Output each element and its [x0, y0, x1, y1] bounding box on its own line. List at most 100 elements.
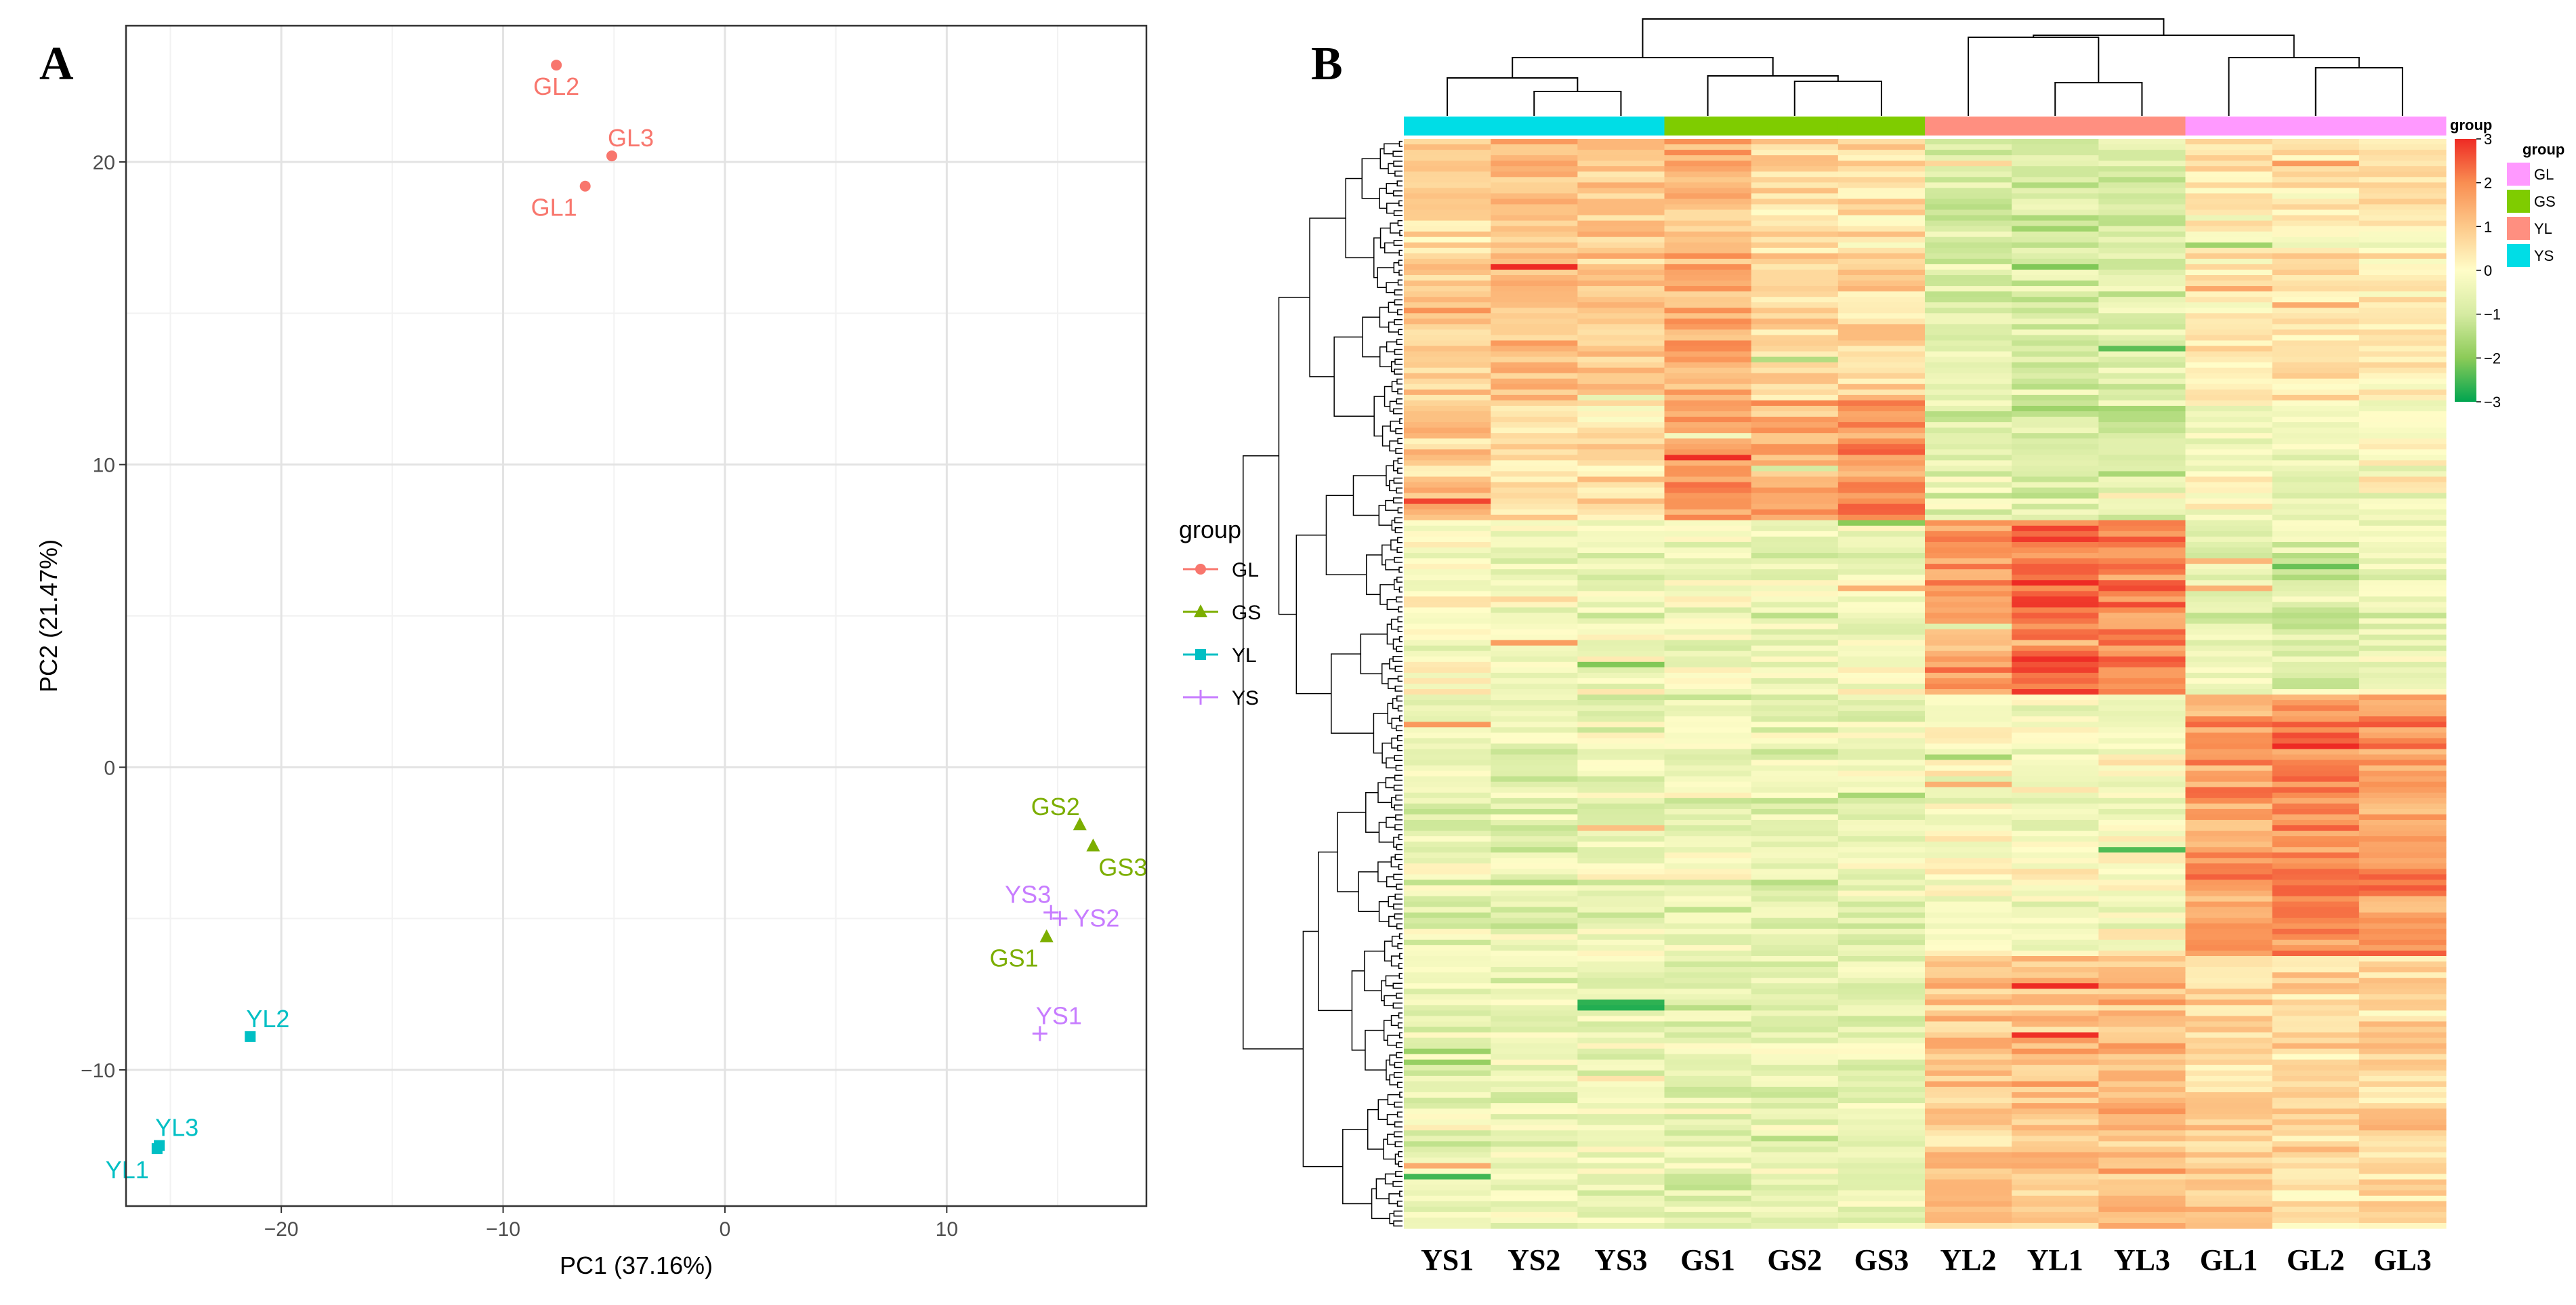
- heatmap-cell: [1577, 863, 1665, 869]
- heatmap-cell: [1925, 449, 2012, 455]
- heatmap-cell: [2185, 1021, 2273, 1028]
- heatmap-cell: [1404, 1092, 1491, 1098]
- heatmap-cell: [1751, 422, 1839, 428]
- heatmap-cell: [1577, 449, 1665, 455]
- heatmap-cell: [2098, 847, 2186, 853]
- heatmap-cell: [2012, 842, 2099, 848]
- heatmap-cell: [1925, 1179, 2012, 1186]
- heatmap-cell: [1837, 433, 1926, 439]
- heatmap-cell: [1577, 836, 1665, 842]
- heatmap-cell: [1664, 1136, 1752, 1142]
- heatmap-cell: [1837, 618, 1926, 625]
- heatmap-cell: [2272, 541, 2360, 548]
- heatmap-cell: [1925, 618, 2012, 625]
- heatmap-cell: [1751, 247, 1839, 254]
- heatmap-cell: [2012, 1190, 2099, 1197]
- heatmap-cell: [2272, 1152, 2360, 1159]
- heatmap-cell: [1577, 1021, 1665, 1028]
- heatmap-cell: [1925, 400, 2012, 407]
- heatmap-cell: [2185, 1010, 2273, 1017]
- heatmap-cell: [1577, 716, 1665, 722]
- heatmap-cell: [1925, 1130, 2012, 1136]
- heatmap-cell: [1837, 695, 1926, 701]
- heatmap-cell: [2359, 928, 2447, 935]
- heatmap-cell: [1837, 417, 1926, 423]
- heatmap-cell: [1404, 553, 1491, 559]
- heatmap-cell: [1751, 139, 1839, 145]
- heatmap-cell: [2098, 417, 2186, 423]
- heatmap-cell: [1837, 269, 1926, 276]
- row-dendrogram-branch: [1396, 1111, 1403, 1118]
- heatmap-cell: [1664, 820, 1752, 826]
- heatmap-cell: [1925, 1086, 2012, 1093]
- heatmap-cell: [1837, 503, 1926, 510]
- heatmap-cell: [1751, 520, 1839, 526]
- row-dendrogram-branch: [1388, 678, 1398, 690]
- heatmap-cell: [1664, 564, 1752, 570]
- pca-legend-key-gl: [1195, 564, 1206, 575]
- heatmap-cell: [1751, 607, 1839, 614]
- heatmap-cell: [1491, 433, 1578, 439]
- panel-a-letter: A: [39, 38, 74, 90]
- heatmap-cell: [1664, 705, 1752, 711]
- heatmap-cell: [2272, 335, 2360, 341]
- heatmap-cell: [1837, 989, 1926, 995]
- heatmap-cell: [1664, 1109, 1752, 1115]
- heatmap-cell: [1751, 1048, 1839, 1055]
- heatmap-cell: [1664, 177, 1752, 183]
- heatmap-cell: [1751, 684, 1839, 690]
- heatmap-cell: [1404, 204, 1491, 211]
- heatmap-cell: [2272, 166, 2360, 172]
- heatmap-cell: [2359, 428, 2447, 434]
- heatmap-cell: [2272, 705, 2360, 711]
- row-dendrogram-branch: [1396, 695, 1403, 702]
- heatmap-cell: [2359, 1043, 2447, 1050]
- heatmap-cell: [2012, 917, 2099, 924]
- heatmap-cell: [2272, 575, 2360, 581]
- heatmap-cell: [1664, 514, 1752, 521]
- heatmap-cell: [1925, 967, 2012, 973]
- heatmap-cell: [1751, 890, 1839, 897]
- heatmap-annotation-yl3: [2098, 117, 2186, 136]
- heatmap-cell: [2098, 449, 2186, 455]
- heatmap-cell: [1491, 950, 1578, 957]
- heatmap-cell: [2272, 373, 2360, 379]
- heatmap-cell: [2272, 656, 2360, 663]
- heatmap-cell: [1837, 1146, 1926, 1153]
- heatmap-cell: [1925, 1109, 2012, 1115]
- heatmap-cell: [1751, 449, 1839, 455]
- heatmap-cell: [2272, 814, 2360, 821]
- heatmap-cell: [2359, 297, 2447, 303]
- heatmap-cell: [1751, 275, 1839, 281]
- heatmap-cell: [2098, 286, 2186, 292]
- heatmap-cell: [2185, 765, 2273, 772]
- heatmap-cell: [1837, 291, 1926, 297]
- heatmap-cell: [1751, 1010, 1839, 1017]
- row-dendrogram-branch: [1342, 1129, 1372, 1205]
- heatmap-cell: [1491, 291, 1578, 297]
- heatmap-cell: [1491, 858, 1578, 864]
- row-dendrogram-branch: [1377, 861, 1392, 883]
- row-dendrogram-branch: [1396, 487, 1403, 494]
- heatmap-cell: [1491, 972, 1578, 978]
- heatmap-cell: [2185, 182, 2273, 188]
- heatmap-cell: [2185, 607, 2273, 614]
- heatmap-color-bar-tick-label: 0: [2484, 262, 2492, 279]
- heatmap-cell: [2098, 514, 2186, 521]
- heatmap-cell: [1404, 1054, 1491, 1060]
- heatmap-cell: [2012, 215, 2099, 222]
- row-dendrogram-branch: [1396, 646, 1403, 652]
- heatmap-cell: [2098, 1005, 2186, 1011]
- heatmap-cell: [1751, 166, 1839, 172]
- heatmap-cell: [2359, 188, 2447, 194]
- heatmap-cell: [1577, 1075, 1665, 1082]
- heatmap-cell: [1837, 318, 1926, 325]
- heatmap-cell: [1925, 1136, 2012, 1142]
- heatmap-cell: [1577, 553, 1665, 559]
- row-dendrogram-branch: [1309, 218, 1346, 377]
- heatmap-cell: [1491, 493, 1578, 499]
- heatmap-cell: [1577, 558, 1665, 564]
- heatmap-cell: [1837, 776, 1926, 783]
- heatmap-cell: [1837, 367, 1926, 374]
- heatmap-cell: [1577, 1119, 1665, 1125]
